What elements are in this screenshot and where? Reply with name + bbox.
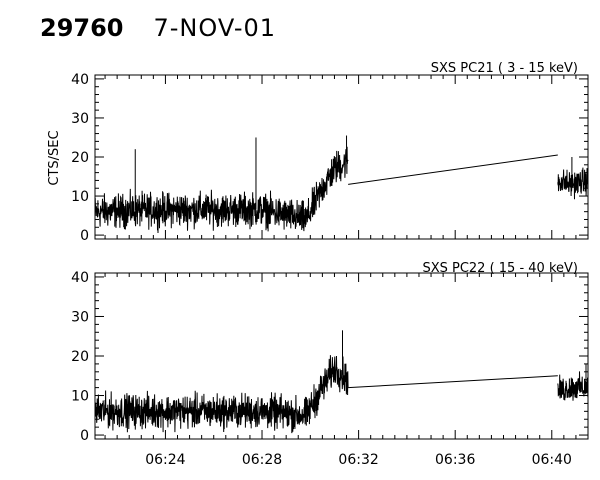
gap-connector-line (348, 375, 558, 389)
y-tick-label: 10 (71, 189, 89, 205)
y-tick-label: 40 (71, 270, 89, 286)
y-tick-label: 40 (71, 72, 89, 88)
chart-heading: 29760 7-NOV-01 (40, 14, 276, 42)
y-tick-label: 0 (80, 428, 89, 444)
lightcurve-segment (94, 146, 349, 234)
observation-id: 29760 (40, 14, 124, 42)
lightcurve-segment (94, 355, 349, 434)
y-axis-label: CTS/SEC (47, 130, 62, 185)
x-tick-label: 06:24 (145, 452, 185, 468)
y-tick-label: 30 (71, 309, 89, 325)
observation-date: 7-NOV-01 (153, 14, 277, 42)
x-tick-label: 06:32 (338, 452, 378, 468)
panel-pc21: SXS PC21 ( 3 - 15 keV) CTS/SEC 0 10 20 30 40 (47, 61, 589, 244)
panel-title-pc21: SXS PC21 ( 3 - 15 keV) (431, 61, 578, 76)
lightcurve-segment (557, 371, 589, 401)
y-tick-label: 30 (71, 111, 89, 127)
gap-connector-line (348, 154, 558, 185)
panel-pc22: SXS PC22 ( 15 - 40 keV) 0 10 20 30 40 06:24 06… (71, 261, 589, 468)
y-tick-label: 20 (71, 150, 89, 166)
y-tick-label: 20 (71, 349, 89, 365)
lightcurve-segment (557, 167, 589, 200)
panel-title-pc22: SXS PC22 ( 15 - 40 keV) (422, 261, 578, 276)
x-tick-label: 06:40 (532, 452, 572, 468)
x-tick-label: 06:36 (435, 452, 475, 468)
y-tick-label: 0 (80, 228, 89, 244)
x-tick-label: 06:28 (242, 452, 282, 468)
y-tick-label: 10 (71, 389, 89, 405)
